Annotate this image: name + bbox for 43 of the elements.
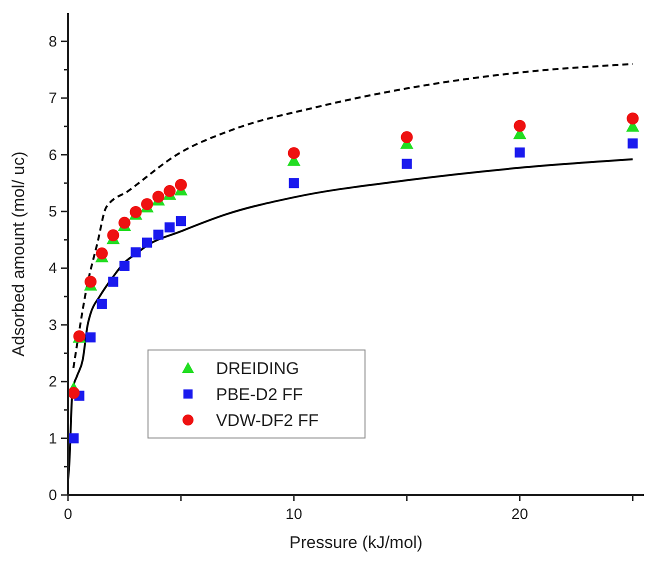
point xyxy=(176,216,186,226)
point xyxy=(96,247,108,260)
point xyxy=(288,178,299,188)
point xyxy=(130,247,141,258)
point xyxy=(402,158,412,169)
point xyxy=(164,185,176,198)
point xyxy=(84,276,97,288)
point xyxy=(68,433,79,444)
y-tick-label: 7 xyxy=(48,90,57,108)
x-tick-label: 10 xyxy=(286,506,302,523)
point xyxy=(152,190,164,203)
point xyxy=(108,276,118,287)
point xyxy=(174,178,187,191)
point xyxy=(68,386,80,399)
y-tick-label: 6 xyxy=(48,146,57,164)
point xyxy=(626,112,639,124)
legend-label: PBE-D2 FF xyxy=(216,385,303,404)
point xyxy=(164,222,175,232)
x-axis-title: Pressure (kJ/mol) xyxy=(289,533,423,552)
point xyxy=(400,131,413,144)
x-tick-label: 20 xyxy=(511,506,528,523)
x-tick-label: 0 xyxy=(64,506,72,523)
point xyxy=(86,332,96,342)
point xyxy=(142,238,152,248)
y-tick-label: 4 xyxy=(48,260,57,278)
point xyxy=(118,216,130,229)
legend-label: DREIDING xyxy=(216,359,300,378)
point xyxy=(628,138,638,148)
y-tick-label: 2 xyxy=(48,374,57,391)
point xyxy=(96,298,107,309)
legend-label: VDW-DF2 FF xyxy=(216,411,319,430)
y-tick-label: 0 xyxy=(48,487,57,504)
y-tick-label: 5 xyxy=(48,203,57,220)
point xyxy=(514,120,526,132)
point xyxy=(153,230,164,240)
point xyxy=(288,147,300,160)
y-tick-label: 8 xyxy=(48,33,57,50)
y-tick-label: 1 xyxy=(48,430,57,448)
y-tick-label: 3 xyxy=(48,316,57,334)
point xyxy=(107,229,120,242)
y-axis-title: Adsorbed amount (mol/ uc) xyxy=(9,151,28,357)
point xyxy=(514,147,525,158)
point xyxy=(119,260,130,271)
